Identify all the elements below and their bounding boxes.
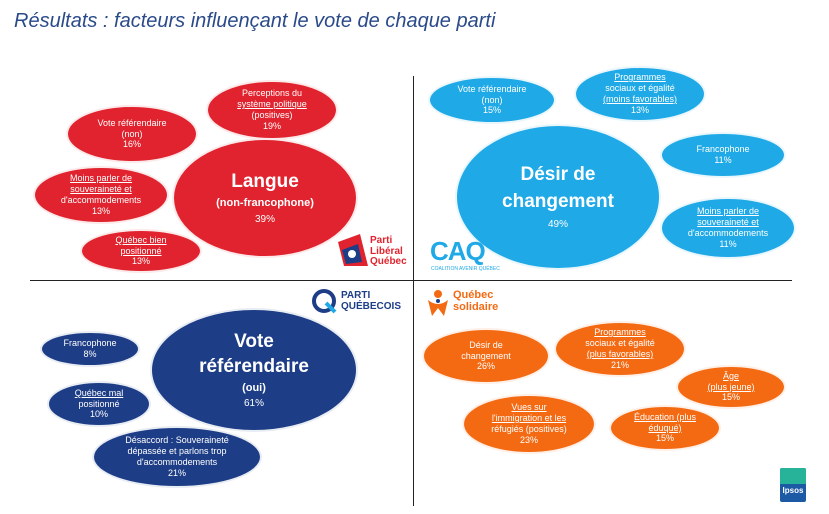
ipsos-logo-icon bbox=[780, 468, 806, 484]
pq-bubble-desaccord: Désaccord : Souveraineté dépassée et par… bbox=[92, 426, 262, 488]
qs-bubble-immigration: Vues sur l'immigration et les réfugiés (… bbox=[462, 394, 596, 454]
qs-bubble-education: Éducation (plus éduqué) 15% bbox=[609, 405, 721, 451]
caq-logo-subtitle: COALITION AVENIR QUÉBEC bbox=[431, 266, 500, 272]
plq-bubble-quebec-bien: Québec bien positionné 13% bbox=[80, 229, 202, 273]
pq-bubble-quebec-mal: Québec mal positionné 10% bbox=[47, 381, 151, 427]
plq-bubble-moins-parler: Moins parler de souveraineté et d'accomm… bbox=[33, 166, 169, 224]
vertical-divider bbox=[413, 76, 414, 506]
caq-logo: CAQ bbox=[430, 236, 486, 266]
plq-bubble-vote-referendaire: Vote référendaire (non) 16% bbox=[66, 105, 198, 163]
caq-bubble-vote-referendaire: Vote référendaire (non) 15% bbox=[428, 76, 556, 124]
page-title: Résultats : facteurs influençant le vote… bbox=[14, 10, 496, 32]
pq-logo-icon bbox=[312, 289, 337, 314]
caq-main-bubble: Désir de changement 49% bbox=[455, 124, 661, 270]
caq-bubble-programmes: Programmes sociaux et égalité (moins fav… bbox=[574, 66, 706, 122]
qs-bubble-programmes: Programmes sociaux et égalité (plus favo… bbox=[554, 321, 686, 377]
qs-bubble-age: Âge (plus jeune) 15% bbox=[676, 365, 786, 409]
caq-bubble-francophone: Francophone 11% bbox=[660, 132, 786, 178]
plq-bubble-perceptions: Perceptions du système politique (positi… bbox=[206, 80, 338, 140]
pq-logo: PARTI QUÉBECOIS bbox=[341, 290, 402, 312]
ipsos-logo: Ipsos bbox=[780, 468, 806, 502]
qs-logo: Québec solidaire bbox=[453, 289, 499, 314]
plq-flag-icon bbox=[338, 234, 368, 266]
pq-main-bubble: Vote référendaire (oui) 61% bbox=[150, 308, 358, 432]
pq-bubble-francophone: Francophone 8% bbox=[40, 331, 140, 367]
plq-main-bubble: Langue (non-francophone) 39% bbox=[172, 138, 358, 258]
qs-logo-icon bbox=[428, 290, 448, 316]
plq-logo: Parti Libéral Québec bbox=[370, 235, 407, 267]
horizontal-divider bbox=[30, 280, 792, 281]
caq-bubble-moins-parler: Moins parler de souveraineté et d'accomm… bbox=[660, 197, 796, 259]
qs-bubble-desir: Désir de changement 26% bbox=[422, 328, 550, 384]
